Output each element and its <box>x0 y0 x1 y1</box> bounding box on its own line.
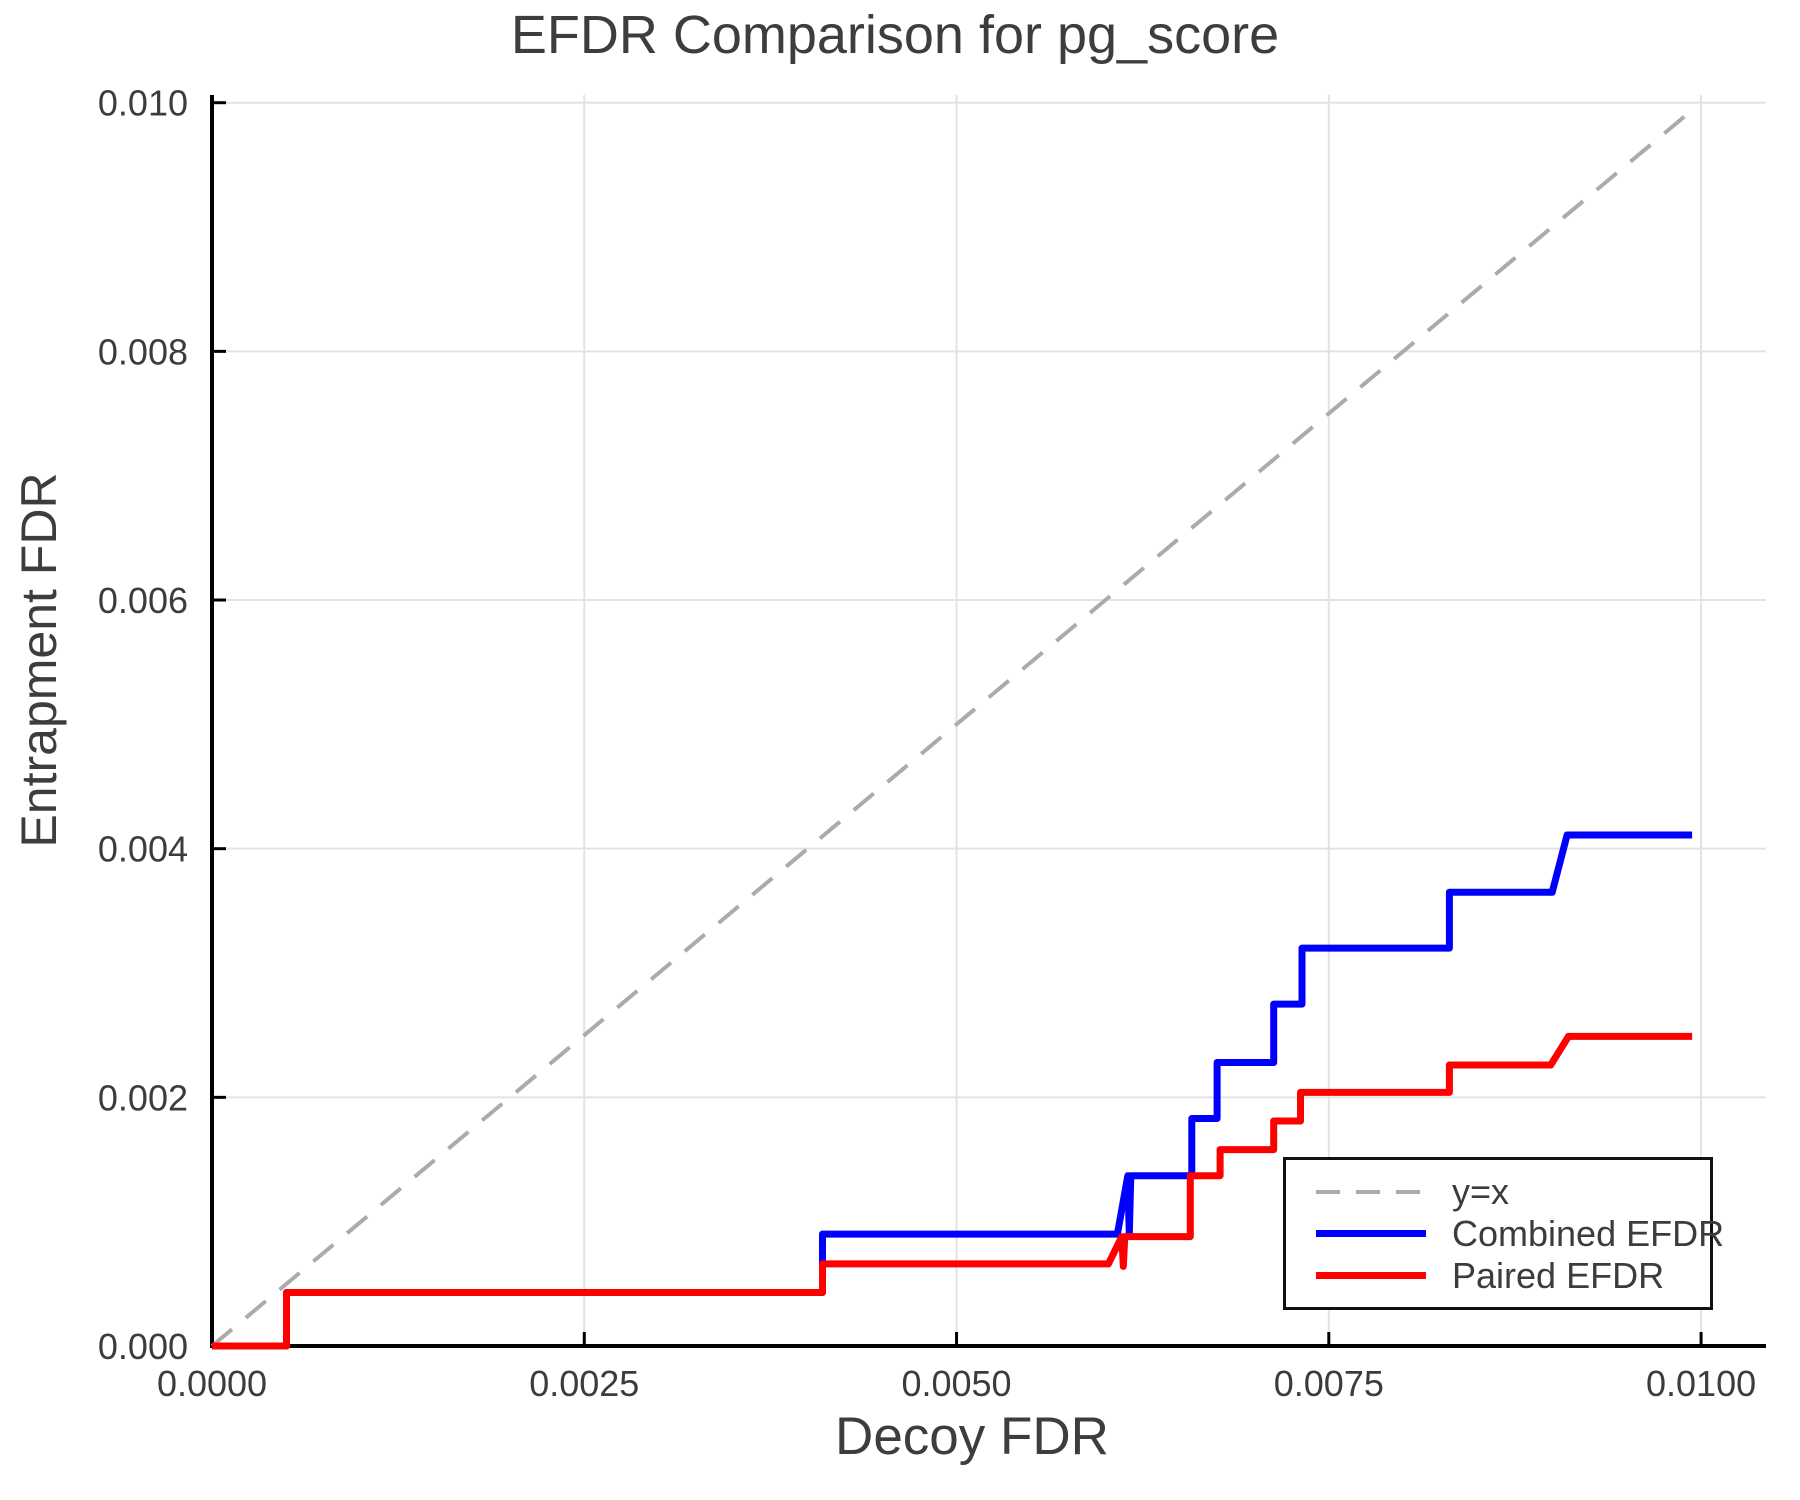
series-line-y-x <box>210 104 1698 1348</box>
x-tick-label: 0.0025 <box>529 1363 639 1404</box>
legend-label-combined: Combined EFDR <box>1452 1212 1725 1254</box>
legend: y=x Combined EFDR Paired EFDR <box>1283 1157 1724 1310</box>
y-tick-label: 0.000 <box>98 1326 188 1367</box>
y-tick-label: 0.002 <box>98 1077 188 1118</box>
x-tick-label: 0.0075 <box>1274 1363 1384 1404</box>
legend-blue-line-sample-icon <box>1316 1230 1426 1237</box>
legend-label-paired: Paired EFDR <box>1452 1254 1665 1296</box>
chart-title: EFDR Comparison for pg_score <box>510 5 1280 65</box>
x-tick-label: 0.0050 <box>901 1363 1011 1404</box>
y-tick-label: 0.008 <box>98 331 188 372</box>
x-axis-label: Decoy FDR <box>835 1407 1109 1466</box>
y-tick-label: 0.004 <box>98 829 188 870</box>
legend-row-combined: Combined EFDR <box>1316 1214 1724 1254</box>
x-tick-label: 0.0000 <box>157 1363 267 1404</box>
y-tick-label: 0.010 <box>98 83 188 124</box>
legend-row-yx: y=x <box>1316 1172 1710 1212</box>
legend-red-line-sample-icon <box>1316 1272 1426 1279</box>
y-axis-label: Entrapment FDR <box>11 472 67 848</box>
x-tick-label: 0.0100 <box>1646 1363 1756 1404</box>
y-tick-label: 0.006 <box>98 580 188 621</box>
legend-label-yx: y=x <box>1452 1170 1510 1212</box>
legend-dashed-line-sample-icon <box>1316 1189 1426 1194</box>
legend-row-paired: Paired EFDR <box>1316 1256 1710 1296</box>
series-line-paired-efdr <box>212 1032 1693 1350</box>
